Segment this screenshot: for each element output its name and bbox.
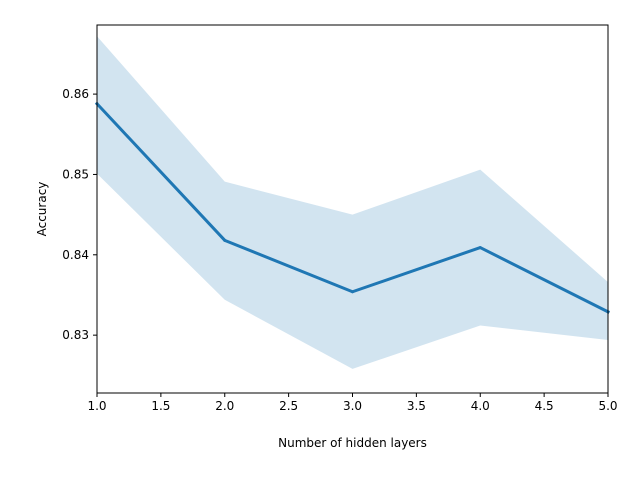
x-tick-label: 2.0 [215,399,234,413]
y-tick-label: 0.85 [62,167,89,181]
confidence-band-layer [97,36,608,369]
y-tick-label: 0.83 [62,328,89,342]
data-point [351,290,354,294]
x-tick-label: 1.0 [87,399,106,413]
x-tick-label: 3.0 [343,399,362,413]
confidence-band [97,36,608,369]
x-axis-ticks: 1.0 1.5 2.0 2.5 3.0 3.5 4.0 4.5 5.0 [87,393,618,413]
x-tick-label: 4.0 [471,399,490,413]
data-point [223,238,227,242]
x-tick-label: 5.0 [598,399,617,413]
x-tick-label: 2.5 [279,399,298,413]
y-axis-ticks: 0.83 0.84 0.85 0.86 [62,87,97,342]
data-point [478,246,482,250]
y-axis-label: Accuracy [35,182,49,237]
x-tick-label: 4.5 [535,399,554,413]
x-tick-label: 3.5 [407,399,426,413]
x-axis-label: Number of hidden layers [278,436,427,450]
x-tick-label: 1.5 [151,399,170,413]
y-tick-label: 0.86 [62,87,89,101]
y-tick-label: 0.84 [62,248,89,262]
